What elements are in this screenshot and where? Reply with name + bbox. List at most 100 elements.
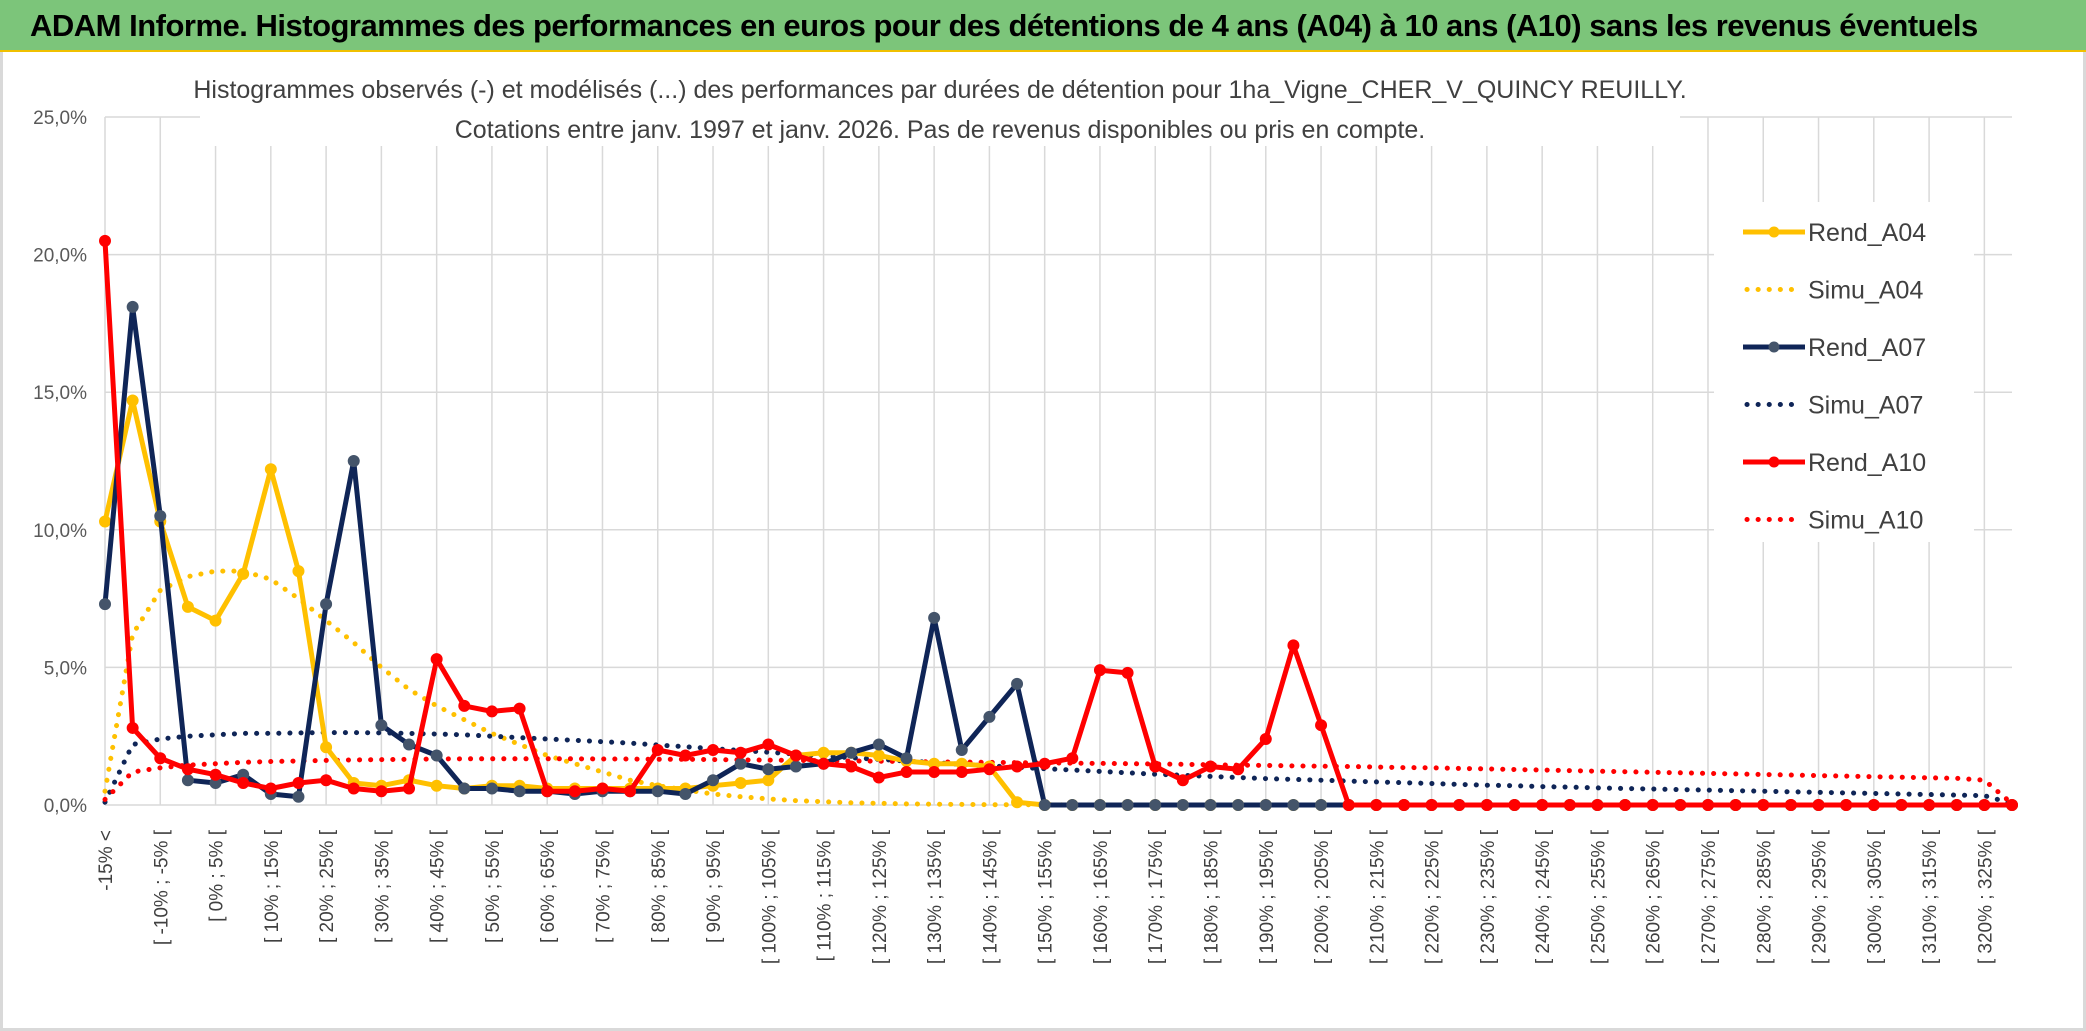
point-rend_a07 <box>1121 799 1134 811</box>
point-rend_a10 <box>1259 732 1272 745</box>
point-rend_a07 <box>872 738 885 751</box>
point-rend_a07 <box>955 743 968 756</box>
x-tick-label: [ 240% ; 245% [ <box>1533 829 1554 964</box>
point-rend_a04 <box>762 774 775 787</box>
point-rend_a07 <box>1149 799 1162 811</box>
point-rend_a07 <box>734 757 747 770</box>
point-rend_a07 <box>375 719 388 732</box>
point-rend_a10 <box>1757 799 1770 811</box>
point-rend_a10 <box>1508 799 1521 811</box>
point-rend_a10 <box>1480 799 1493 811</box>
y-tick-label: 20,0% <box>33 246 87 267</box>
point-rend_a07 <box>485 782 498 795</box>
point-rend_a10 <box>1370 799 1383 811</box>
point-rend_a10 <box>1149 760 1162 773</box>
point-rend_a07 <box>845 746 858 759</box>
report-banner: ADAM Informe. Histogrammes des performan… <box>0 0 2086 52</box>
point-rend_a10 <box>237 776 250 789</box>
x-tick-label: [ -10% ; -5% [ <box>151 829 172 945</box>
x-tick-label: [ 260% ; 265% [ <box>1644 829 1665 964</box>
point-rend_a10 <box>789 749 802 762</box>
point-rend_a10 <box>1342 799 1355 811</box>
point-rend_a10 <box>1315 719 1328 732</box>
point-rend_a10 <box>707 743 720 756</box>
x-axis-ticks: -15% < [ -10% ; -5% [[ 0% ; 5% [[ 10% ; 1… <box>96 829 1996 964</box>
point-rend_a07 <box>1315 799 1328 811</box>
point-rend_a10 <box>1287 639 1300 652</box>
point-rend_a10 <box>403 782 416 795</box>
point-rend_a10 <box>900 765 913 778</box>
x-tick-label: [ 130% ; 135% [ <box>925 829 946 964</box>
point-rend_a07 <box>126 300 139 313</box>
point-rend_a04 <box>320 741 333 754</box>
point-rend_a04 <box>734 776 747 789</box>
point-rend_a10 <box>209 768 222 781</box>
point-rend_a10 <box>1729 799 1742 811</box>
point-rend_a10 <box>264 782 277 795</box>
point-rend_a07 <box>347 455 360 467</box>
x-tick-label: [ 70% ; 75% [ <box>593 829 614 943</box>
point-rend_a10 <box>181 763 194 776</box>
point-rend_a10 <box>983 763 996 776</box>
legend-label: Rend_A04 <box>1808 219 1926 247</box>
y-axis-ticks: 0,0% 5,0% 10,0% 15,0% 20,0% 25,0% <box>33 108 87 817</box>
x-tick-label: [ 160% ; 165% [ <box>1091 829 1112 964</box>
point-rend_a04 <box>292 565 305 578</box>
point-rend_a04 <box>264 463 277 476</box>
point-rend_a10 <box>845 760 858 773</box>
legend-box <box>1714 202 1974 542</box>
report-title: ADAM Informe. Histogrammes des performan… <box>30 8 1978 43</box>
point-rend_a07 <box>983 710 996 723</box>
x-tick-label: [ 190% ; 195% [ <box>1257 829 1278 964</box>
point-rend_a10 <box>1701 799 1714 811</box>
legend-marker <box>1768 341 1780 353</box>
legend-marker <box>1768 226 1780 238</box>
x-tick-label: [ 170% ; 175% [ <box>1146 829 1167 964</box>
point-rend_a04 <box>872 749 885 762</box>
point-rend_a10 <box>1011 760 1024 773</box>
point-rend_a04 <box>209 614 222 627</box>
point-rend_a07 <box>1038 799 1051 811</box>
x-tick-label: [ 230% ; 235% [ <box>1478 829 1499 964</box>
x-tick-label: [ 120% ; 125% [ <box>870 829 891 964</box>
legend: Rend_A04 Simu_A04 Rend_A07 Simu_A07 Rend_A10… <box>1714 202 1974 542</box>
x-tick-label: [ 180% ; 185% [ <box>1202 829 1223 964</box>
x-tick-label: [ 140% ; 145% [ <box>980 829 1001 964</box>
legend-label: Simu_A10 <box>1808 507 1923 535</box>
point-rend_a07 <box>1093 799 1106 811</box>
line-chart: Histogrammes observés (-) et modélisés (… <box>33 72 2018 964</box>
x-tick-label: [ 270% ; 275% [ <box>1699 829 1720 964</box>
point-rend_a10 <box>126 721 139 734</box>
point-rend_a04 <box>181 600 194 613</box>
point-rend_a10 <box>1425 799 1438 811</box>
x-tick-label: [ 90% ; 95% [ <box>704 829 725 943</box>
x-tick-label: [ 210% ; 215% [ <box>1367 829 1388 964</box>
point-rend_a10 <box>596 782 609 795</box>
x-tick-label: [ 280% ; 285% [ <box>1754 829 1775 964</box>
point-rend_a10 <box>1867 799 1880 811</box>
x-tick-label: [ 0% ; 5% [ <box>207 829 228 922</box>
x-tick-label: [ 30% ; 35% [ <box>372 829 393 943</box>
point-rend_a10 <box>1950 799 1963 811</box>
point-rend_a10 <box>928 765 941 778</box>
x-tick-label: [ 150% ; 155% [ <box>1036 829 1057 964</box>
point-rend_a10 <box>541 785 554 798</box>
point-rend_a07 <box>1176 799 1189 811</box>
point-rend_a10 <box>1536 799 1549 811</box>
point-rend_a07 <box>1204 799 1217 811</box>
point-rend_a10 <box>430 653 443 666</box>
point-rend_a10 <box>1038 757 1051 770</box>
x-tick-label: [ 50% ; 55% [ <box>483 829 504 943</box>
point-rend_a10 <box>485 705 498 718</box>
x-tick-label: [ 290% ; 295% [ <box>1810 829 1831 964</box>
legend-label: Rend_A10 <box>1808 449 1926 477</box>
point-rend_a07 <box>1287 799 1300 811</box>
point-rend_a07 <box>181 774 194 787</box>
point-rend_a10 <box>375 785 388 798</box>
point-rend_a10 <box>872 771 885 784</box>
point-rend_a10 <box>1093 664 1106 677</box>
x-tick-label: [ 200% ; 205% [ <box>1312 829 1333 964</box>
x-tick-label: [ 300% ; 305% [ <box>1865 829 1886 964</box>
point-rend_a10 <box>513 702 526 715</box>
point-rend_a07 <box>458 782 471 795</box>
